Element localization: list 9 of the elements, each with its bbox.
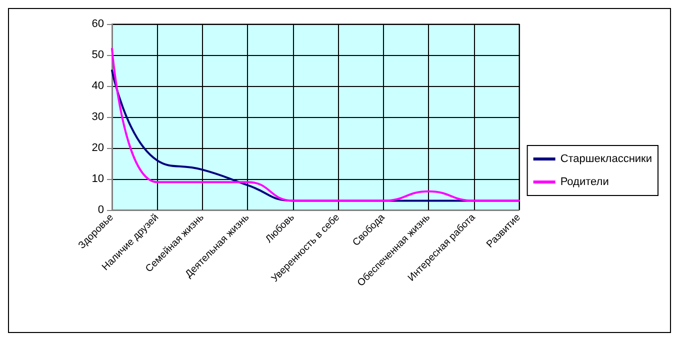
- y-tick-label: 50: [92, 49, 104, 61]
- y-tick-label: 40: [92, 80, 104, 92]
- y-tick-label: 0: [98, 204, 104, 216]
- y-tick-label: 10: [92, 173, 104, 185]
- legend-label: Старшеклассники: [560, 153, 652, 165]
- y-tick-label: 20: [92, 142, 104, 154]
- y-tick-label: 60: [92, 18, 104, 30]
- legend-label: Родители: [560, 176, 609, 188]
- y-tick-label: 30: [92, 111, 104, 123]
